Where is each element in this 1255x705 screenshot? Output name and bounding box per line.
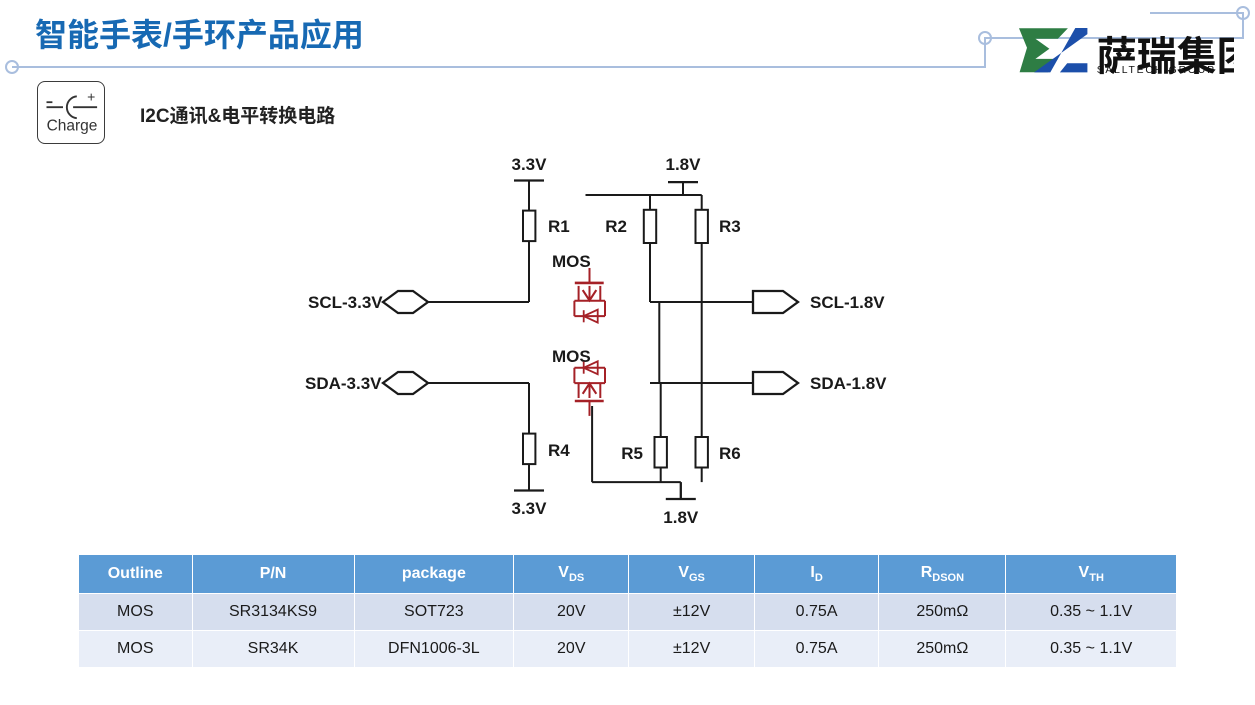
svg-text:3.3V: 3.3V (512, 499, 548, 518)
svg-text:R5: R5 (621, 444, 643, 463)
svg-text:R3: R3 (719, 217, 741, 236)
svg-text:3.3V: 3.3V (512, 155, 548, 174)
svg-text:SCL-3.3V: SCL-3.3V (308, 293, 383, 312)
svg-text:1.8V: 1.8V (666, 155, 702, 174)
svg-text:SCL-1.8V: SCL-1.8V (810, 293, 885, 312)
svg-text:R2: R2 (605, 217, 627, 236)
svg-text:R6: R6 (719, 444, 741, 463)
svg-text:SDA-3.3V: SDA-3.3V (305, 374, 382, 393)
svg-text:MOS: MOS (552, 347, 591, 366)
svg-text:R1: R1 (548, 217, 570, 236)
svg-text:MOS: MOS (552, 252, 591, 271)
svg-text:1.8V: 1.8V (663, 508, 699, 527)
svg-text:R4: R4 (548, 441, 570, 460)
svg-text:SDA-1.8V: SDA-1.8V (810, 374, 887, 393)
